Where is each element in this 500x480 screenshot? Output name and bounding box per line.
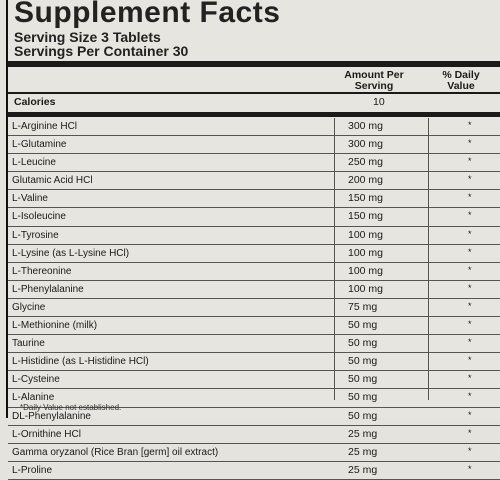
- nutrient-amount: 25 mg: [348, 463, 378, 476]
- nutrient-amount: 50 mg: [348, 373, 378, 386]
- nutrient-amount: 100 mg: [348, 264, 384, 277]
- nutrient-amount: 150 mg: [348, 192, 384, 205]
- nutrient-amount: 150 mg: [348, 210, 384, 223]
- nutrient-daily-value: *: [468, 264, 472, 275]
- nutrient-name: L-Isoleucine: [12, 211, 66, 223]
- nutrient-daily-value: *: [468, 337, 472, 348]
- nutrient-daily-value: *: [468, 246, 472, 257]
- nutrient-amount: 50 mg: [348, 355, 378, 368]
- header-value: Value: [447, 80, 475, 92]
- nutrient-name: L-Proline: [12, 464, 53, 476]
- nutrient-row: L-Methionine (milk) 50 mg *: [8, 317, 500, 336]
- nutrient-row: L-Tyrosine 100 mg *: [8, 227, 500, 245]
- amount-per-serving-header: Amount Per Serving: [338, 70, 410, 92]
- nutrient-daily-value: *: [468, 373, 472, 384]
- nutrient-row: Taurine 50 mg *: [8, 335, 500, 354]
- nutrient-name: L-Histidine (as L-Histidine HCl): [12, 356, 149, 368]
- nutrient-row: L-Alanine 50 mg *: [8, 389, 500, 408]
- nutrient-name: Glutamic Acid HCl: [12, 175, 93, 187]
- nutrient-daily-value: *: [468, 156, 472, 167]
- nutrient-row: L-Lysine (as L-Lysine HCl) 100 mg *: [8, 245, 500, 263]
- nutrient-daily-value: *: [468, 210, 472, 221]
- nutrient-row: Glutamic Acid HCl 200 mg *: [8, 172, 500, 191]
- nutrient-name: L-Leucine: [12, 157, 56, 169]
- calories-divider: [8, 112, 500, 117]
- nutrient-name: L-Alanine: [12, 392, 55, 404]
- nutrient-amount: 100 mg: [348, 282, 384, 295]
- nutrient-daily-value: *: [468, 319, 472, 330]
- nutrient-row: L-Histidine (as L-Histidine HCl) 50 mg *: [8, 353, 500, 372]
- nutrient-row: L-Arginine HCl 300 mg *: [8, 118, 500, 137]
- servings-per-container: Servings Per Container 30: [14, 43, 189, 59]
- nutrient-daily-value: *: [468, 355, 472, 366]
- nutrient-name: L-Arginine HCl: [12, 121, 78, 132]
- nutrient-name: L-Tyrosine: [12, 229, 59, 241]
- thick-divider: [8, 61, 500, 67]
- header-serving: Serving: [354, 80, 394, 92]
- nutrient-name: L-Valine: [12, 193, 48, 205]
- nutrient-name: L-Phenylalanine: [12, 283, 84, 295]
- nutrient-daily-value: *: [468, 174, 472, 185]
- nutrient-amount: 50 mg: [348, 319, 378, 332]
- nutrient-amount: 25 mg: [348, 445, 378, 458]
- nutrient-amount: 50 mg: [348, 337, 378, 350]
- supplement-facts-label: Supplement Facts Serving Size 3 Tablets …: [6, 0, 500, 480]
- nutrient-name: L-Thereonine: [12, 265, 72, 277]
- nutrient-row: L-Thereonine 100 mg *: [8, 263, 500, 281]
- nutrient-name: L-Methionine (milk): [12, 320, 98, 332]
- nutrient-amount: 75 mg: [348, 300, 378, 313]
- header-daily: % Daily: [442, 69, 480, 81]
- calories-row: Calories 10: [8, 93, 500, 111]
- label-title: Supplement Facts: [14, 0, 281, 29]
- nutrient-name: L-Cysteine: [12, 374, 60, 386]
- nutrient-amount: 50 mg: [348, 409, 378, 422]
- nutrient-name: L-Glutamine: [12, 139, 67, 151]
- nutrient-row: L-Glutamine 300 mg *: [8, 136, 500, 155]
- header-divider: [8, 92, 500, 94]
- nutrient-name: L-Lysine (as L-Lysine HCl): [12, 247, 130, 259]
- nutrient-row: Glycine 75 mg *: [8, 299, 500, 318]
- nutrient-row: L-Isoleucine 150 mg *: [8, 208, 500, 227]
- nutrient-row: L-Valine 150 mg *: [8, 190, 500, 209]
- calories-label: Calories: [14, 96, 56, 108]
- nutrient-name: Taurine: [12, 338, 45, 350]
- nutrient-amount: 250 mg: [348, 156, 384, 169]
- footnote: *Daily Value not established.: [20, 403, 122, 412]
- nutrient-name: Gamma oryzanol (Rice Bran [germ] oil ext…: [12, 446, 219, 458]
- nutrient-amount: 300 mg: [348, 120, 384, 132]
- nutrient-name: DL-Phenylalanine: [12, 410, 91, 422]
- nutrient-daily-value: *: [468, 427, 472, 438]
- nutrient-row: L-Proline 25 mg *: [8, 462, 500, 480]
- nutrient-name: Glycine: [12, 301, 46, 313]
- daily-value-header: % Daily Value: [433, 70, 489, 92]
- nutrient-daily-value: *: [468, 138, 472, 149]
- column-divider-dv: [428, 118, 429, 400]
- column-divider-amount: [334, 118, 335, 400]
- nutrient-daily-value: *: [468, 409, 472, 420]
- nutrient-daily-value: *: [468, 282, 472, 293]
- nutrient-amount: 25 mg: [348, 427, 378, 440]
- nutrient-amount: 300 mg: [348, 138, 384, 151]
- nutrient-table: L-Arginine HCl 300 mg * L-Glutamine 300 mg * L…: [8, 118, 500, 480]
- nutrient-amount: 100 mg: [348, 228, 384, 241]
- nutrient-daily-value: *: [468, 391, 472, 402]
- nutrient-row: L-Ornithine HCl 25 mg *: [8, 426, 500, 444]
- nutrient-row: L-Cysteine 50 mg *: [8, 371, 500, 390]
- calories-amount: 10: [373, 96, 385, 108]
- nutrient-row: L-Phenylalanine 100 mg *: [8, 281, 500, 299]
- nutrient-daily-value: *: [468, 228, 472, 239]
- nutrient-amount: 200 mg: [348, 174, 384, 187]
- nutrient-row: L-Leucine 250 mg *: [8, 154, 500, 173]
- nutrient-daily-value: *: [468, 120, 472, 130]
- nutrient-daily-value: *: [468, 300, 472, 311]
- nutrient-daily-value: *: [468, 463, 472, 474]
- nutrient-amount: 100 mg: [348, 246, 384, 259]
- nutrient-name: L-Ornithine HCl: [12, 428, 81, 440]
- header-amount-per: Amount Per: [344, 69, 404, 81]
- nutrient-daily-value: *: [468, 445, 472, 456]
- nutrient-daily-value: *: [468, 192, 472, 203]
- nutrient-row: Gamma oryzanol (Rice Bran [germ] oil ext…: [8, 444, 500, 462]
- nutrient-amount: 50 mg: [348, 391, 378, 404]
- serving-size: Serving Size 3 Tablets: [14, 29, 161, 45]
